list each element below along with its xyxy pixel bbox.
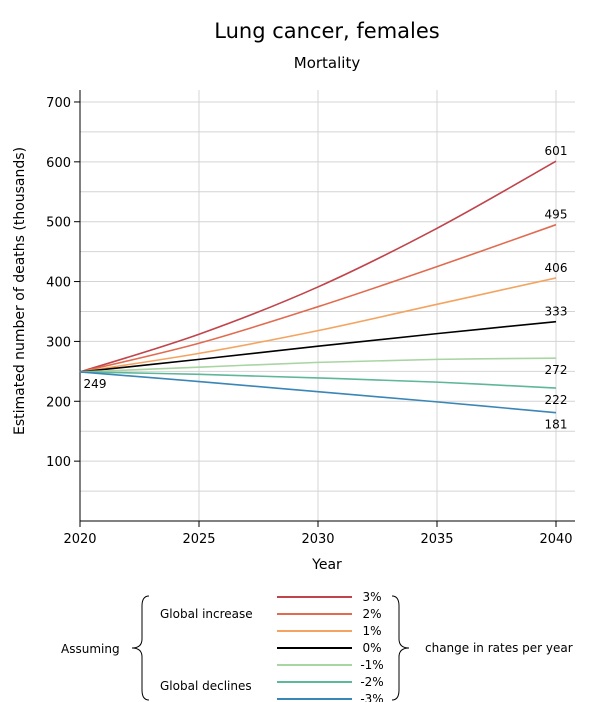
series-line-0% [79,320,557,373]
y-tick-label: 100 [46,455,71,470]
legend-label-1%: 1% [362,624,381,638]
axes: 100 200 300 400 500 600 700 2020 2025 2030 2035 204… [46,90,575,547]
end-value-label: 406 [545,261,568,275]
start-value-label: 249 [84,377,107,391]
y-tick-label: 200 [46,395,71,410]
x-tick-label: 2030 [301,532,334,547]
grid [80,90,575,521]
y-axis-label: Estimated number of deaths (thousands) [12,147,28,435]
series-line-3% [79,160,557,373]
y-tick-label: 300 [46,335,71,350]
legend-global-increase: Global increase [160,607,253,621]
chart-title: Lung cancer, females [214,19,439,43]
series-line--3% [79,371,557,414]
x-axis-label: Year [311,557,342,573]
end-value-label: 601 [545,144,568,158]
series-line-2% [79,223,557,373]
x-tick-label: 2025 [182,532,215,547]
legend-right-brace [391,595,410,701]
legend-label-2%: 2% [362,607,381,621]
legend-label--1%: -1% [360,658,383,672]
x-tick-label: 2020 [63,532,96,547]
end-value-label: 495 [545,208,568,222]
y-tick-label: 500 [46,216,71,231]
end-value-label: 333 [545,305,568,319]
legend-label-3%: 3% [362,590,381,604]
end-value-label: 222 [545,393,568,407]
series-line--1% [79,357,557,373]
series-line-1% [79,277,557,373]
legend-label--2%: -2% [360,675,383,689]
end-value-label: 181 [545,418,568,432]
chart-subtitle: Mortality [294,54,361,72]
legend-items: 3% 2% 1% 0% -1% -2% -3% [277,590,384,702]
legend-assuming: Assuming [61,642,120,656]
legend: Assuming Global increase Global declines… [61,590,573,702]
legend-left-brace [131,595,150,701]
legend-global-declines: Global declines [160,679,252,693]
y-tick-label: 700 [46,96,71,111]
data-labels: 601 495 406 333 272 222 181 249 [84,144,568,431]
series-lines [79,160,557,414]
x-tick-label: 2040 [539,532,572,547]
legend-label-0%: 0% [362,641,381,655]
series-line--2% [79,371,557,389]
legend-label--3%: -3% [360,692,383,702]
end-value-label: 272 [545,363,568,377]
x-tick-label: 2035 [420,532,453,547]
legend-change-text: change in rates per year [425,641,573,655]
y-tick-label: 400 [46,276,71,291]
y-tick-label: 600 [46,156,71,171]
